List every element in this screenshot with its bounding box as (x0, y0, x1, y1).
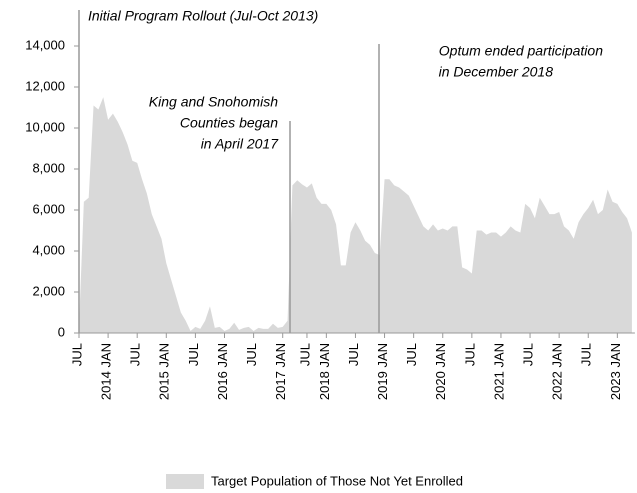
y-tick-label: 0 (58, 324, 65, 339)
x-tick-label: JUL (244, 343, 259, 366)
y-tick-label: 12,000 (25, 78, 65, 93)
x-tick-label: 2022 JAN (550, 343, 565, 400)
legend-swatch (166, 474, 204, 489)
y-tick-label: 2,000 (32, 283, 65, 298)
x-tick-label: JUL (297, 343, 312, 366)
x-tick-label: JUL (186, 343, 201, 366)
y-tick-label: 4,000 (32, 242, 65, 257)
x-tick-label: JUL (462, 343, 477, 366)
x-tick-label: 2020 JAN (433, 343, 448, 400)
x-tick-label: JUL (579, 343, 594, 366)
x-tick-label: 2021 JAN (491, 343, 506, 400)
x-tick-label: JUL (520, 343, 535, 366)
x-tick-label: 2015 JAN (157, 343, 172, 400)
y-tick-label: 8,000 (32, 160, 65, 175)
x-tick-label: 2018 JAN (317, 343, 332, 400)
area (79, 97, 632, 333)
x-tick-label: 2017 JAN (273, 343, 288, 400)
x-tick-label: 2014 JAN (99, 343, 114, 400)
annotation: Counties began (180, 115, 278, 131)
legend-label: Target Population of Those Not Yet Enrol… (211, 473, 463, 488)
x-tick-label: 2016 JAN (215, 343, 230, 400)
x-tick-label: JUL (128, 343, 143, 366)
annotation: Initial Program Rollout (Jul-Oct 2013) (88, 8, 318, 24)
x-tick-label: 2019 JAN (375, 343, 390, 400)
annotation: King and Snohomish (149, 94, 278, 110)
y-tick-label: 6,000 (32, 201, 65, 216)
annotation: Optum ended participation (439, 43, 603, 59)
annotation: in December 2018 (439, 64, 554, 80)
x-tick-label: 2023 JAN (608, 343, 623, 400)
x-tick-label: JUL (404, 343, 419, 366)
x-tick-label: JUL (346, 343, 361, 366)
x-tick-label: JUL (69, 343, 84, 366)
y-tick-label: 14,000 (25, 37, 65, 52)
y-tick-label: 10,000 (25, 119, 65, 134)
annotation: in April 2017 (201, 136, 280, 152)
